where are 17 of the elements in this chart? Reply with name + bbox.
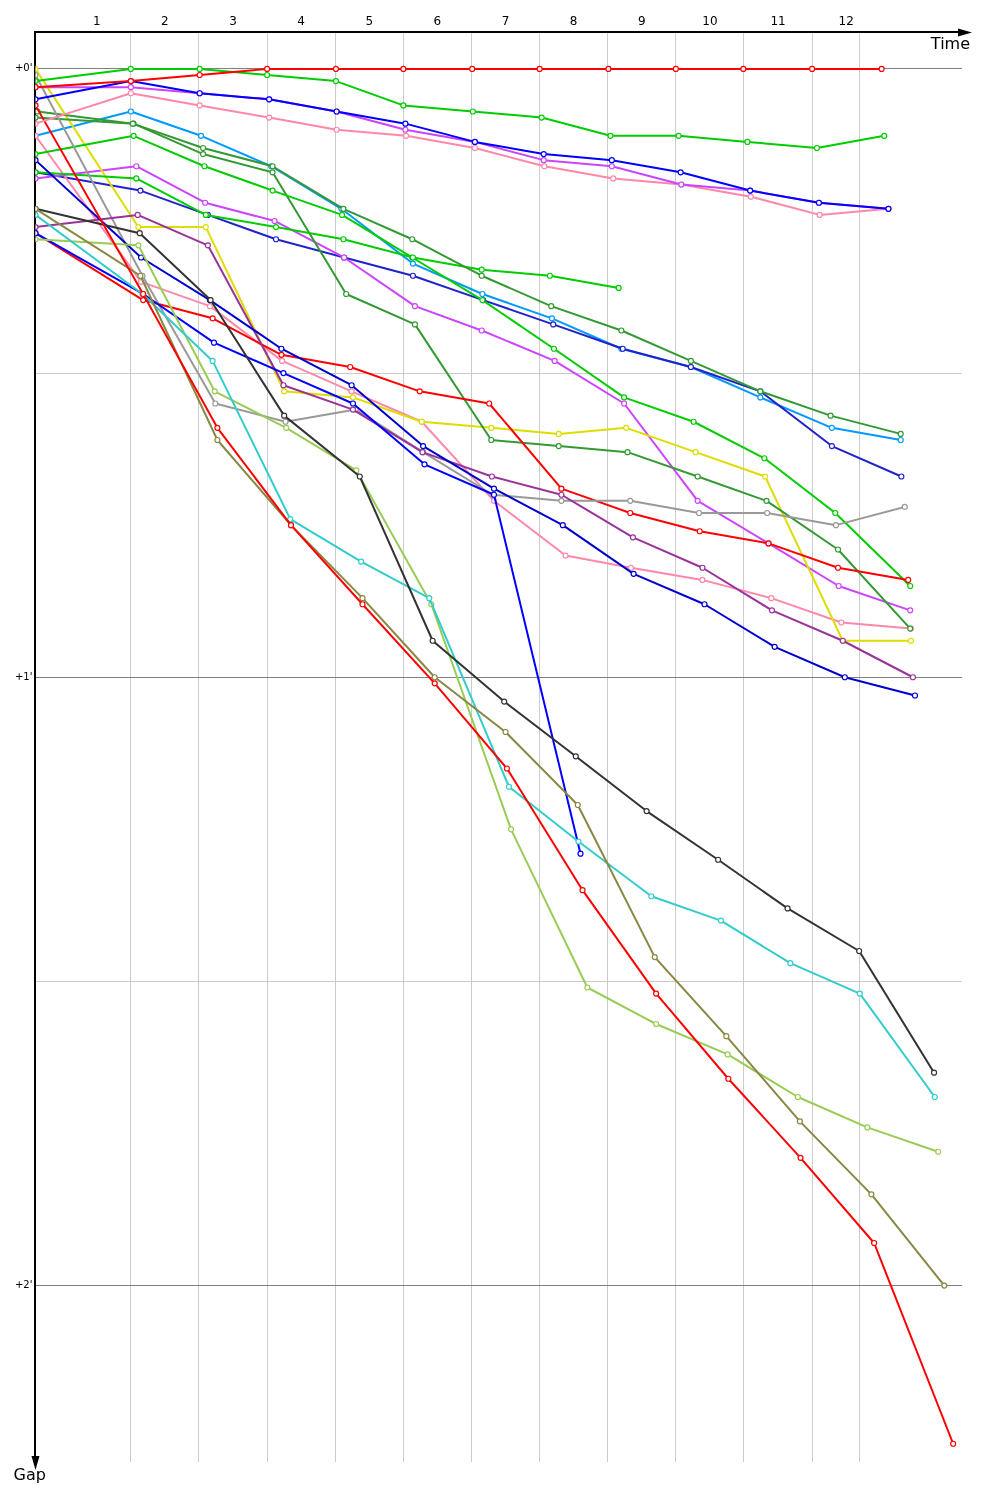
x-tick-label: 9 [637, 14, 646, 29]
x-tick-label: 1 [92, 14, 101, 29]
x-tick-label: 10 [702, 14, 718, 29]
x-tick-label: 12 [838, 14, 854, 29]
x-tick-label: 11 [770, 14, 786, 29]
x-tick-label: 2 [161, 14, 169, 29]
x-tick-label: 5 [365, 14, 374, 29]
x-tick-label: 7 [501, 14, 510, 29]
x-tick-label: 3 [229, 14, 237, 29]
y-axis-title: Gap [13, 1465, 46, 1485]
x-tick-label: 8 [569, 14, 578, 29]
y-tick-label: +0' [14, 62, 33, 74]
x-tick-label: 4 [297, 14, 305, 29]
x-axis-title: Time [929, 33, 970, 53]
x-tick-label: 6 [433, 14, 442, 29]
y-tick-label: +1' [14, 670, 33, 682]
y-tick-label: +2' [14, 1279, 33, 1291]
